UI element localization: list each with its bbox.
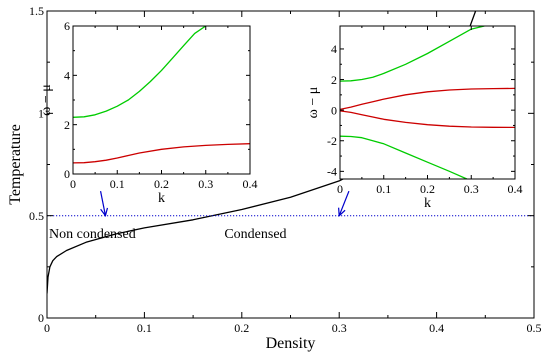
inset-left-series-line <box>73 26 207 118</box>
inset-left-x-tick-label: 0 <box>70 177 76 191</box>
inset-left-x-axis-label: k <box>158 191 165 206</box>
inset-left-y-tick-label: 6 <box>64 19 70 33</box>
arrow-head <box>100 207 109 218</box>
inset-right-y-tick-label: 4 <box>331 42 337 56</box>
inset-right-x-tick-label: 0.2 <box>420 182 435 196</box>
inset-left: 0 0.1 0.2 0.3 0.4 0 2 4 6 k ω − μ <box>39 19 258 206</box>
inset-left-series-group <box>73 26 250 164</box>
inset-left-y-tick-label: 2 <box>64 118 70 132</box>
main-plot-x-tick-label: 0 <box>44 321 50 335</box>
inset-right-y-tick-label: -2 <box>327 134 337 148</box>
main-plot-x-tick-label: 0.4 <box>429 321 444 335</box>
inset-left-background <box>73 26 250 174</box>
inset-right-series-line <box>340 87 515 111</box>
inset-left-y-tick-label: 0 <box>64 167 70 181</box>
inset-right-background <box>340 26 515 179</box>
main-plot-y-tick-label: 1 <box>38 107 44 121</box>
inset-right: 0 0.1 0.2 0.3 0.4 -4 -2 0 2 4 k ω − μ <box>306 25 523 211</box>
main-plot-y-tick-label: 0 <box>38 311 44 325</box>
inset-right-y-tick-label: 2 <box>331 73 337 87</box>
arrow-shaft <box>99 190 107 216</box>
inset-left-series-line <box>73 143 250 164</box>
inset-right-x-tick-label: 0 <box>337 182 343 196</box>
inset-right-series-line <box>340 135 468 179</box>
inset-left-y-axis-label: ω − μ <box>39 84 54 116</box>
inset-right-y-tick-label: 0 <box>331 103 337 117</box>
inset-right-x-tick-label: 0.1 <box>376 182 391 196</box>
main-plot-x-tick-label: 0.3 <box>332 321 347 335</box>
inset-right-y-tick-label: -4 <box>327 165 337 179</box>
main-plot-y-axis-label: Temperature <box>7 124 24 205</box>
inset-right-series-group <box>340 26 515 179</box>
inset-right-series-line <box>340 110 515 129</box>
inset-left-x-tick-label: 0.3 <box>198 177 213 191</box>
phase-annotation: Condensed <box>224 227 286 242</box>
main-plot-x-tick-label: 0.2 <box>234 321 249 335</box>
arrow-shaft <box>338 190 350 216</box>
main-plot-x-axis-label: Density <box>266 335 316 352</box>
inset-right-x-axis-label: k <box>424 196 431 211</box>
inset-left-y-tick-label: 4 <box>64 69 70 83</box>
inset-right-y-axis-label: ω − μ <box>306 87 321 119</box>
main-plot-x-tick-label: 0.5 <box>527 321 542 335</box>
inset-left-x-tick-label: 0.2 <box>154 177 169 191</box>
main-plot-y-tick-label: 1.5 <box>29 4 44 18</box>
main-plot-x-tick-label: 0.1 <box>137 321 152 335</box>
inset-left-x-tick-label: 0.1 <box>110 177 125 191</box>
phase-annotation: Non condensed <box>49 227 136 242</box>
main-plot: 0 0.1 0.2 0.3 0.4 0.5 0 0.5 1 1.5 Density Temperatu… <box>7 4 542 352</box>
inset-right-series-line <box>340 26 485 82</box>
inset-right-x-tick-label: 0.3 <box>464 182 479 196</box>
arrow-head <box>338 207 346 217</box>
inset-right-x-tick-label: 0.4 <box>508 182 523 196</box>
inset-left-x-tick-label: 0.4 <box>243 177 258 191</box>
main-plot-y-tick-label: 0.5 <box>29 209 44 223</box>
